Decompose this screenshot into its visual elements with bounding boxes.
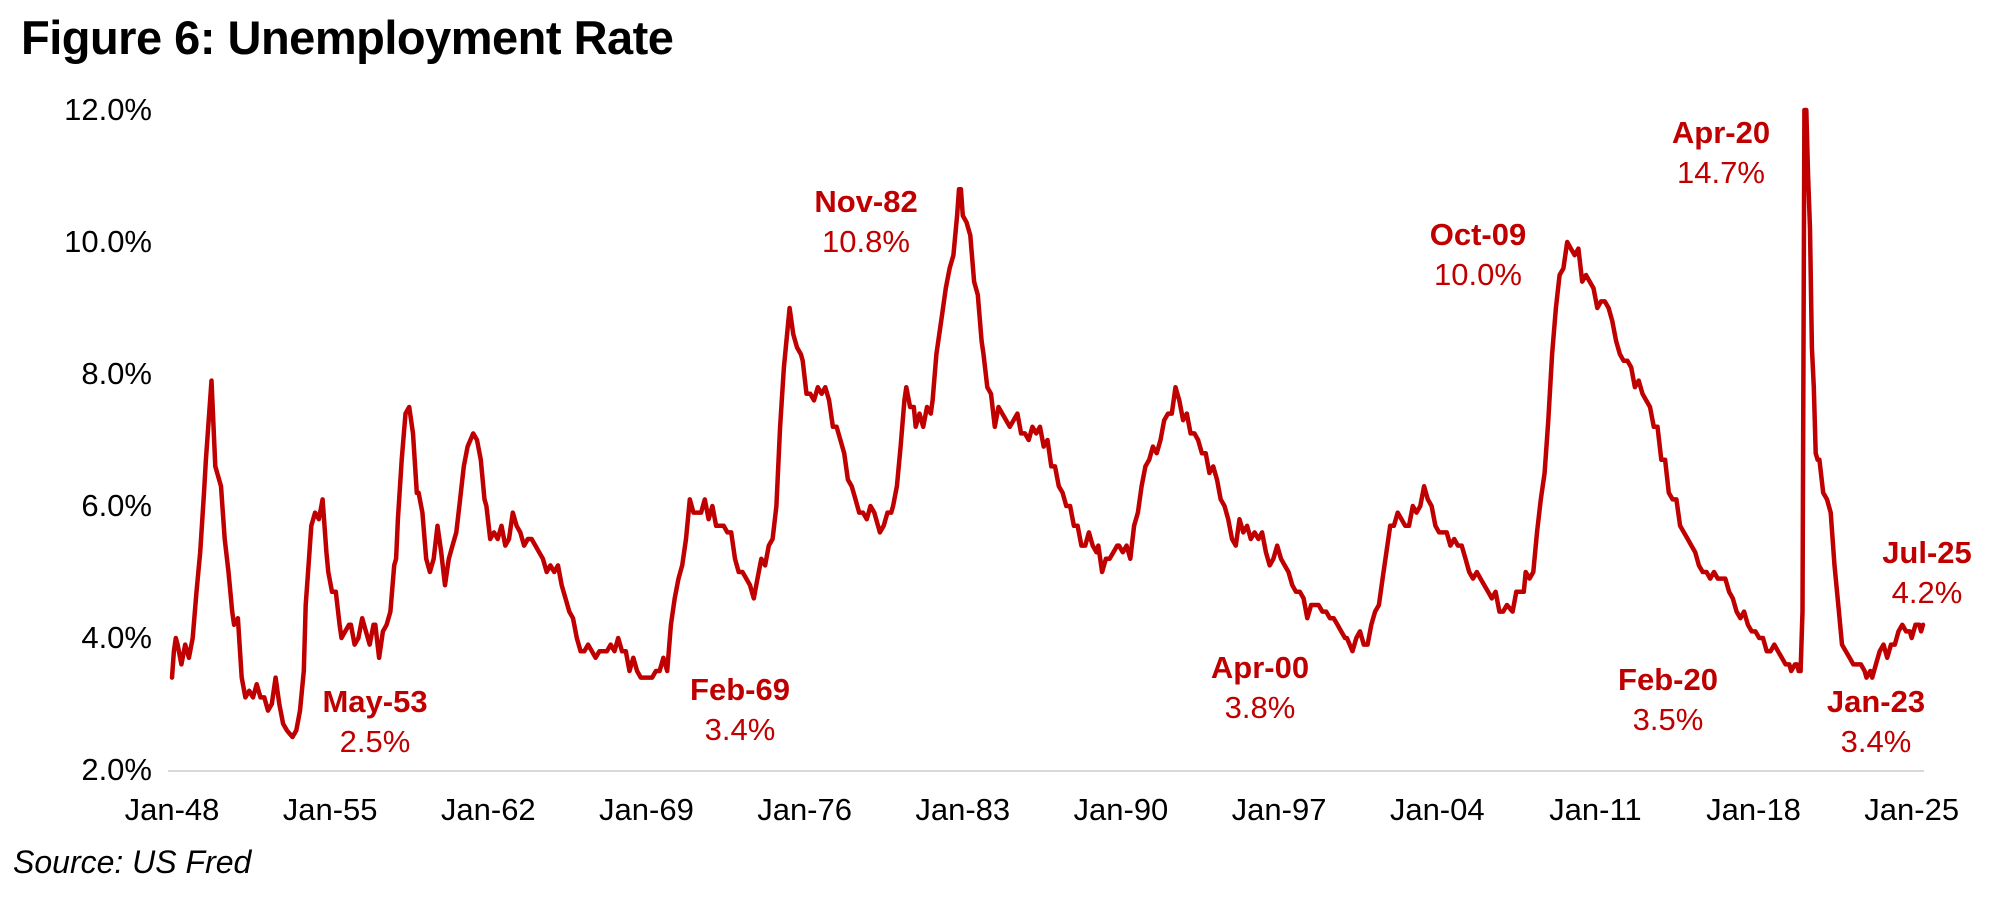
annotation-value: 3.4% xyxy=(1840,724,1912,759)
x-tick-label: Jan-18 xyxy=(1706,792,1801,827)
annotation-value: 2.5% xyxy=(339,724,411,759)
annotation: Oct-09 10.0% xyxy=(1430,215,1526,295)
annotation-date: Nov-82 xyxy=(814,184,918,219)
annotation: Feb-20 3.5% xyxy=(1618,660,1718,740)
annotation-date: Apr-00 xyxy=(1210,650,1310,685)
annotation-value: 3.5% xyxy=(1632,702,1704,737)
annotation-value: 10.8% xyxy=(822,224,910,259)
annotation-value: 10.0% xyxy=(1434,257,1522,292)
annotation: Nov-82 10.8% xyxy=(814,182,917,262)
y-tick-label: 4.0% xyxy=(81,620,152,655)
y-tick-label: 8.0% xyxy=(81,356,152,391)
x-tick-label: Jan-76 xyxy=(757,792,852,827)
x-tick-label: Jan-83 xyxy=(915,792,1011,827)
x-tick-label: Jan-55 xyxy=(282,792,378,827)
x-tick-label: Jan-11 xyxy=(1549,792,1642,827)
annotation-value: 14.7% xyxy=(1677,155,1765,190)
x-tick-label: Jan-90 xyxy=(1073,792,1169,827)
x-tick-label: Jan-62 xyxy=(440,792,536,827)
annotation-date: Feb-20 xyxy=(1618,662,1718,697)
y-tick-label: 6.0% xyxy=(81,488,152,523)
x-tick-label: Jan-04 xyxy=(1389,792,1485,827)
annotation: Apr-00 3.8% xyxy=(1211,648,1309,728)
x-tick-label: Jan-48 xyxy=(124,792,220,827)
y-tick-label: 10.0% xyxy=(64,224,152,259)
chart-title: Figure 6: Unemployment Rate xyxy=(21,11,674,64)
x-tick-label: Jan-69 xyxy=(599,792,694,827)
y-tick-label: 12.0% xyxy=(64,92,152,127)
annotation: Jul-25 4.2% xyxy=(1882,533,1972,613)
annotation: Feb-69 3.4% xyxy=(690,670,790,750)
annotation-date: Jan-23 xyxy=(1826,684,1926,719)
annotation-value: 4.2% xyxy=(1891,575,1963,610)
annotation: Apr-20 14.7% xyxy=(1672,113,1770,193)
annotation: Jan-23 3.4% xyxy=(1827,682,1925,762)
annotation-date: Apr-20 xyxy=(1671,115,1771,150)
annotation-value: 3.4% xyxy=(704,712,776,747)
y-tick-label: 2.0% xyxy=(81,752,152,787)
x-tick-label: Jan-25 xyxy=(1864,792,1960,827)
source-note: Source: US Fred xyxy=(13,844,252,880)
x-tick-label: Jan-97 xyxy=(1231,792,1327,827)
annotation: May-53 2.5% xyxy=(322,682,427,762)
annotation-date: May-53 xyxy=(322,684,428,719)
annotation-date: Feb-69 xyxy=(690,672,790,707)
annotation-date: Oct-09 xyxy=(1429,217,1527,252)
annotation-value: 3.8% xyxy=(1224,690,1296,725)
unemployment-rate-line xyxy=(169,107,1926,740)
annotation-date: Jul-25 xyxy=(1882,535,1972,570)
